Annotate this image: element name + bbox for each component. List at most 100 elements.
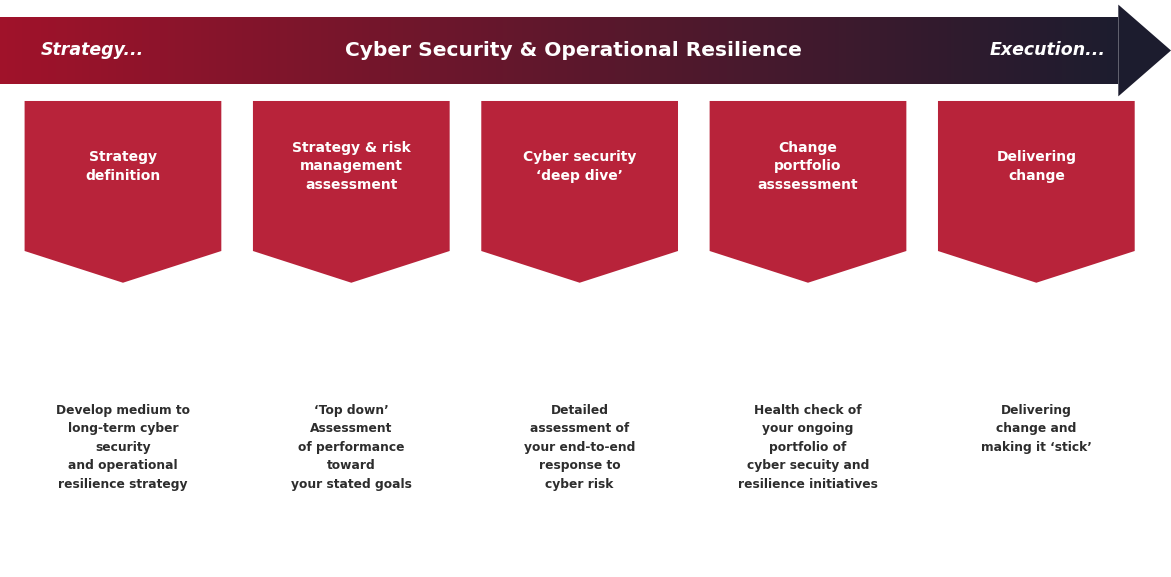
Polygon shape [422,17,425,84]
Polygon shape [12,17,15,84]
Polygon shape [965,17,970,84]
Polygon shape [835,17,838,84]
Polygon shape [1093,17,1096,84]
Polygon shape [765,17,768,84]
Polygon shape [246,17,249,84]
Polygon shape [94,17,97,84]
Polygon shape [82,17,85,84]
Polygon shape [377,17,381,84]
Polygon shape [842,17,847,84]
Text: Delivering
change and
making it ‘stick’: Delivering change and making it ‘stick’ [981,404,1091,454]
Polygon shape [481,17,485,84]
Polygon shape [217,17,220,84]
Polygon shape [492,17,495,84]
Polygon shape [198,17,201,84]
Polygon shape [801,17,806,84]
Polygon shape [768,17,772,84]
Polygon shape [683,17,686,84]
Polygon shape [4,17,7,84]
Polygon shape [787,17,790,84]
Polygon shape [567,17,570,84]
Polygon shape [495,17,500,84]
Polygon shape [347,17,350,84]
Text: Health check of
your ongoing
portfolio of
cyber secuity and
resilience initiativ: Health check of your ongoing portfolio o… [738,404,878,491]
Polygon shape [1070,17,1074,84]
Polygon shape [891,17,895,84]
Polygon shape [526,17,529,84]
Polygon shape [618,17,623,84]
Polygon shape [686,17,690,84]
Polygon shape [932,17,936,84]
Polygon shape [678,17,683,84]
Polygon shape [806,17,809,84]
Polygon shape [954,17,958,84]
Polygon shape [1052,17,1055,84]
Polygon shape [1077,17,1081,84]
Polygon shape [634,17,637,84]
Polygon shape [838,17,842,84]
Text: Execution...: Execution... [989,42,1107,59]
Polygon shape [451,17,454,84]
Polygon shape [138,17,142,84]
Polygon shape [135,17,138,84]
Polygon shape [1066,17,1070,84]
Polygon shape [290,17,294,84]
Polygon shape [749,17,753,84]
Polygon shape [1048,17,1052,84]
Polygon shape [239,17,242,84]
Polygon shape [712,17,715,84]
Polygon shape [473,17,477,84]
Polygon shape [645,17,649,84]
Polygon shape [447,17,451,84]
Polygon shape [15,17,19,84]
Polygon shape [1100,17,1103,84]
Text: Strategy...: Strategy... [41,42,144,59]
Polygon shape [514,17,518,84]
Polygon shape [895,17,898,84]
Polygon shape [611,17,615,84]
Polygon shape [470,17,473,84]
Polygon shape [746,17,749,84]
Polygon shape [958,17,961,84]
Polygon shape [623,17,626,84]
Polygon shape [671,17,674,84]
Polygon shape [857,17,861,84]
Text: Develop medium to
long-term cyber
security
and operational
resilience strategy: Develop medium to long-term cyber securi… [56,404,190,491]
Polygon shape [642,17,645,84]
Polygon shape [485,17,488,84]
Polygon shape [1103,17,1107,84]
Polygon shape [961,17,965,84]
Polygon shape [700,17,705,84]
Polygon shape [48,17,53,84]
Polygon shape [697,17,700,84]
Polygon shape [19,17,22,84]
Polygon shape [372,17,377,84]
Polygon shape [309,17,313,84]
Polygon shape [302,17,306,84]
Polygon shape [466,17,470,84]
Polygon shape [1062,17,1066,84]
Polygon shape [0,17,4,84]
Polygon shape [541,17,545,84]
Polygon shape [403,17,406,84]
Polygon shape [343,17,347,84]
Polygon shape [116,17,119,84]
Polygon shape [119,17,123,84]
Polygon shape [253,17,258,84]
Polygon shape [459,17,463,84]
Polygon shape [861,17,865,84]
Polygon shape [727,17,731,84]
Polygon shape [831,17,835,84]
Polygon shape [1014,17,1018,84]
Polygon shape [947,17,951,84]
Polygon shape [738,17,741,84]
Polygon shape [938,101,1135,283]
Polygon shape [920,17,924,84]
Polygon shape [381,17,384,84]
Text: Detailed
assessment of
your end-to-end
response to
cyber risk: Detailed assessment of your end-to-end r… [523,404,636,491]
Polygon shape [1118,5,1171,96]
Polygon shape [70,17,75,84]
Polygon shape [89,17,94,84]
Polygon shape [176,17,179,84]
Polygon shape [208,17,212,84]
